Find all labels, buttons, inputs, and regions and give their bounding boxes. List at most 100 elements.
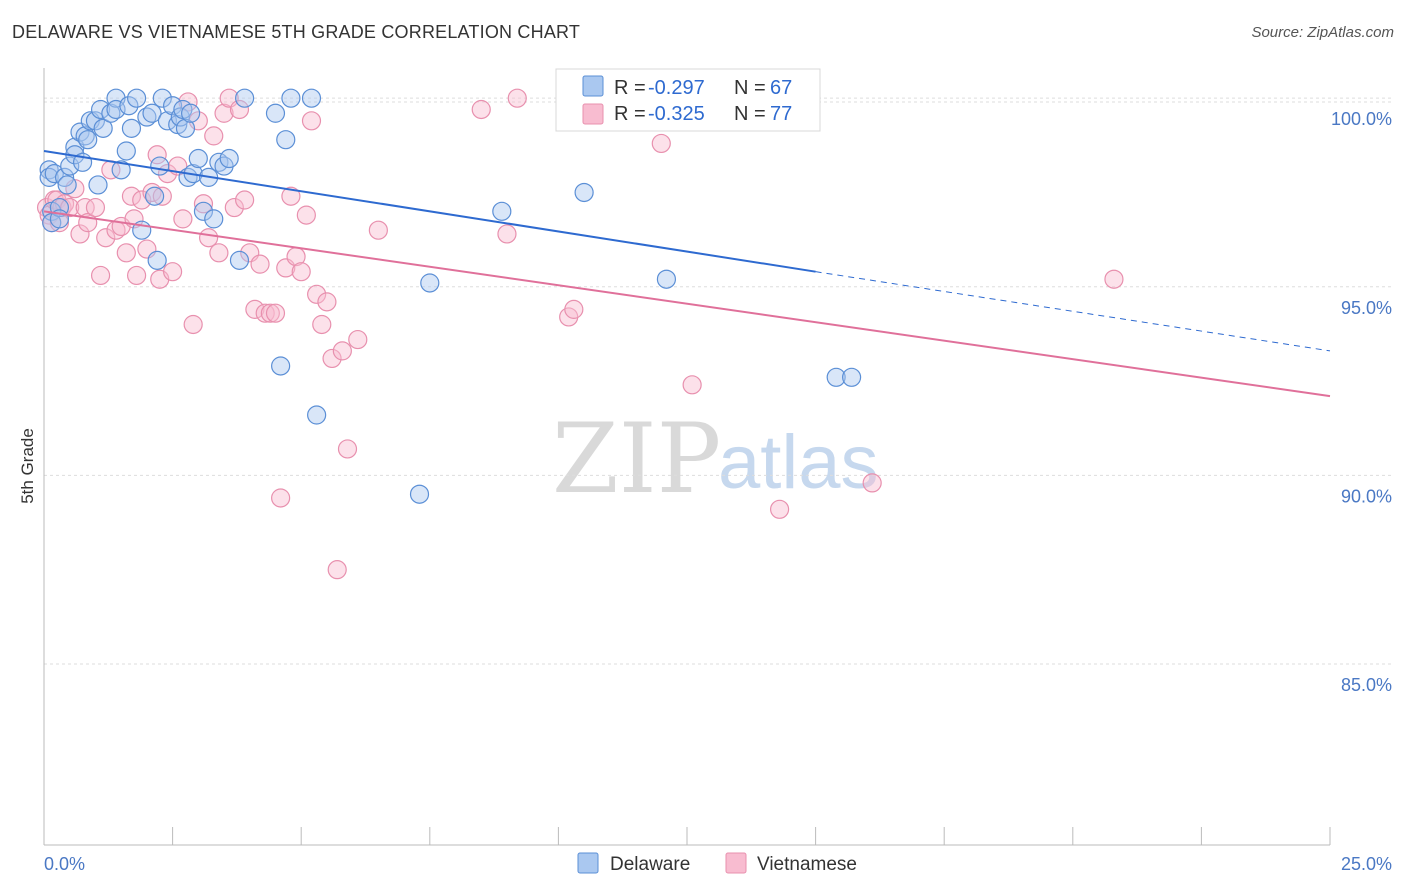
vietnamese-point [368, 220, 388, 240]
vietnamese-point [173, 209, 193, 229]
vietnamese-point [317, 292, 337, 312]
vietnamese-point [90, 265, 111, 286]
delaware-point [90, 99, 111, 120]
vietnamese-point [193, 194, 214, 214]
vietnamese-point [507, 88, 527, 108]
delaware-point [209, 152, 229, 172]
vietnamese-point [301, 111, 322, 131]
legend-n-value-1: 67 [770, 77, 792, 99]
y-tick-label: 100.0% [1331, 109, 1392, 129]
delaware-point [163, 96, 183, 116]
watermark-zip: ZIP [552, 403, 721, 515]
delaware-point [307, 405, 327, 425]
delaware-point [39, 167, 59, 187]
vietnamese-point [682, 375, 702, 395]
delaware-point [281, 88, 301, 108]
y-tick-label: 95.0% [1341, 298, 1392, 318]
delaware-point [193, 201, 214, 221]
delaware-point [54, 167, 75, 187]
vietnamese-point [322, 348, 342, 369]
legend-n-label-2: N = [734, 103, 766, 125]
vietnamese-point [497, 224, 517, 244]
legend-n-label-1: N = [734, 77, 766, 99]
delaware-point [235, 88, 255, 108]
delaware-point [826, 367, 846, 387]
delaware-point [150, 156, 170, 176]
delaware-point [492, 201, 512, 221]
legend-r-label-2: R = [614, 103, 646, 125]
vietnamese-point [199, 228, 219, 248]
vietnamese-point [312, 314, 332, 335]
delaware-point [229, 250, 250, 270]
bottom-legend-delaware: Delaware [610, 854, 690, 875]
legend-swatch-delaware [582, 75, 604, 97]
vietnamese-point [1104, 269, 1124, 289]
delaware-point [44, 164, 64, 184]
delaware-point [409, 484, 430, 504]
delaware-point [265, 103, 286, 123]
legend-n-value-2: 77 [770, 103, 792, 125]
delaware-trend-extension [815, 271, 1331, 352]
chart-source: Source: ZipAtlas.com [1251, 24, 1394, 41]
watermark-atlas: atlas [718, 420, 879, 505]
delaware-point [170, 107, 190, 127]
delaware-point [101, 103, 121, 123]
vietnamese-point [337, 439, 358, 459]
vietnamese-point [348, 329, 368, 350]
vietnamese-point [332, 341, 352, 361]
delaware-point [39, 160, 59, 180]
delaware-point [144, 186, 165, 206]
vietnamese-point [265, 303, 286, 323]
correlation-legend: R = -0.297 N = 67 R = -0.325 N = 77 [555, 68, 821, 132]
delaware-point [111, 160, 131, 180]
vietnamese-point [291, 262, 311, 282]
legend-r-label-1: R = [614, 77, 646, 99]
series-legend: Delaware Vietnamese [577, 852, 857, 875]
delaware-point [142, 103, 162, 123]
delaware-point [119, 96, 139, 116]
vietnamese-point [296, 205, 316, 225]
vietnamese-point [121, 186, 142, 206]
y-tick-label: 90.0% [1341, 486, 1392, 506]
legend-r-value-2: -0.325 [648, 103, 705, 125]
bottom-legend-swatch-vietnamese [725, 852, 747, 874]
bottom-legend-vietnamese: Vietnamese [757, 854, 857, 875]
vietnamese-trend-line [43, 210, 1331, 398]
x-tick-label: 25.0% [1341, 854, 1392, 874]
delaware-point [157, 111, 178, 131]
vietnamese-point [255, 303, 275, 323]
delaware-point [93, 118, 113, 138]
delaware-trend-line [43, 149, 816, 273]
axes [43, 68, 1331, 846]
vietnamese-point [564, 299, 584, 319]
vietnamese-point [471, 99, 491, 120]
vietnamese-point [85, 197, 106, 218]
delaware-point [842, 367, 862, 387]
delaware-point [60, 156, 80, 176]
delaware-point [78, 130, 98, 150]
vietnamese-point [769, 499, 790, 519]
vietnamese-point [96, 228, 116, 248]
chart-title: DELAWARE VS VIETNAMESE 5TH GRADE CORRELA… [12, 22, 581, 42]
vietnamese-point [116, 243, 136, 263]
x-tick-labels: 0.0% 25.0% [44, 854, 1392, 874]
vietnamese-point [224, 197, 244, 218]
delaware-point [276, 130, 296, 150]
vietnamese-point [250, 254, 270, 274]
vietnamese-point [163, 262, 183, 282]
vietnamese-point [260, 303, 280, 323]
vietnamese-point [204, 126, 224, 146]
delaware-point [152, 88, 172, 108]
vietnamese-point [235, 190, 255, 210]
vietnamese-point [209, 243, 229, 263]
delaware-point [106, 99, 126, 120]
vietnamese-point [271, 488, 291, 508]
delaware-point [656, 269, 677, 289]
vietnamese-point [152, 186, 172, 206]
vietnamese-point [183, 314, 203, 335]
delaware-point [175, 118, 196, 138]
vietnamese-point [70, 224, 90, 244]
vietnamese-point [862, 473, 882, 493]
vietnamese-point [327, 560, 347, 580]
delaware-point [271, 356, 291, 376]
